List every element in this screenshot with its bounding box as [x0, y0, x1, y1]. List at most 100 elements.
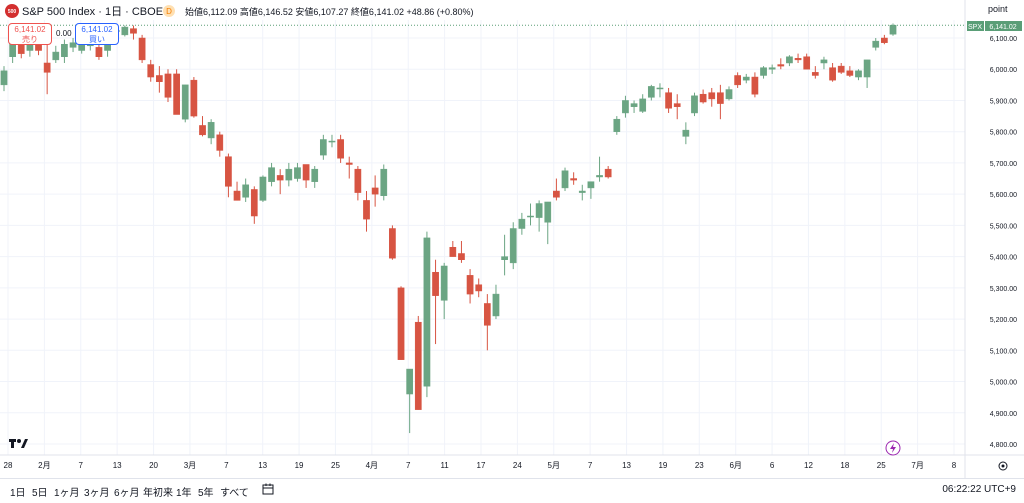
candle-body — [52, 51, 60, 61]
candle-body — [604, 168, 612, 178]
symbol-tag — [967, 21, 984, 31]
candle-body — [423, 237, 431, 387]
candle — [432, 259, 439, 345]
range-all-button[interactable]: すべて — [220, 488, 249, 499]
price-axis[interactable]: 6,100.00 6,000.00 5,900.00 5,800.00 5,700.00… — [990, 36, 1017, 449]
candle — [294, 162, 301, 182]
candle-body — [829, 67, 836, 81]
time-tick-label: 7 — [406, 461, 411, 470]
candle-body — [527, 215, 534, 218]
candle-body — [0, 70, 8, 86]
price-tick-label: 5,500.00 — [990, 223, 1017, 230]
time-tick-label: 13 — [622, 461, 631, 470]
candle-body — [432, 271, 439, 296]
range-5d-button[interactable]: 5日 — [32, 488, 48, 499]
candle — [509, 222, 517, 270]
candle-body — [354, 168, 362, 193]
range-3m-button[interactable]: 3ヶ月 — [84, 488, 110, 499]
candle-body — [570, 178, 578, 181]
candle — [423, 231, 431, 398]
candlestick-chart[interactable]: 6,100.00 6,000.00 5,900.00 5,800.00 5,700.00… — [0, 0, 1024, 478]
candle — [708, 87, 716, 107]
range-1m-button[interactable]: 1ヶ月 — [54, 488, 80, 499]
candle-body — [69, 42, 77, 48]
candle-body — [147, 64, 155, 78]
bottom-toolbar: 1日 5日 1ヶ月 3ヶ月 6ヶ月 年初来 1年 5年 すべて 06:22:22… — [0, 478, 1024, 503]
sell-button[interactable]: 6,141.02 売り — [8, 23, 52, 45]
time-tick-label: 19 — [295, 461, 304, 470]
candle — [656, 83, 664, 98]
candle — [647, 84, 655, 101]
symbol-title[interactable]: S&P 500 Index · 1日 · CBOE — [22, 6, 163, 18]
candle-body — [475, 284, 483, 292]
candle — [156, 66, 163, 93]
range-6m-button[interactable]: 6ヶ月 — [114, 488, 140, 499]
range-1d-button[interactable]: 1日 — [10, 488, 26, 499]
candle-body — [734, 75, 741, 86]
candle-body — [302, 164, 310, 181]
candle-body — [130, 28, 137, 34]
candle-body — [311, 168, 319, 182]
candle-body — [872, 40, 880, 48]
axis-settings-icon[interactable] — [998, 461, 1008, 471]
candle — [613, 116, 621, 135]
tradingview-logo-icon[interactable] — [9, 439, 28, 448]
candle — [302, 164, 310, 188]
candle — [52, 45, 60, 63]
candle-body — [725, 89, 733, 100]
price-tick-label: 6,100.00 — [990, 36, 1017, 43]
candle — [604, 166, 612, 179]
time-tick-label: 13 — [113, 461, 122, 470]
candle-body — [639, 98, 647, 112]
time-tick-label: 7 — [79, 461, 84, 470]
candle-body — [647, 86, 655, 98]
candle-body — [578, 190, 586, 193]
candle — [337, 134, 344, 163]
candle — [751, 72, 759, 98]
range-1y-button[interactable]: 1年 — [176, 488, 192, 499]
candle — [328, 134, 336, 148]
candle-body — [673, 103, 681, 107]
candle — [699, 89, 707, 104]
time-tick-label: 28 — [4, 461, 13, 470]
candle — [786, 55, 793, 67]
candle — [518, 212, 526, 235]
candle-body — [691, 95, 698, 114]
time-tick-label: 20 — [149, 461, 158, 470]
lightning-icon[interactable] — [885, 440, 901, 456]
candle — [820, 56, 828, 70]
candle-body — [61, 43, 68, 57]
time-axis[interactable]: 28 2月 7 13 20 3月 7 13 19 25 4月 7 11 17 24 5月 7 13 19 23 6月 6 1… — [4, 461, 957, 470]
candle-body — [587, 181, 595, 189]
candle — [121, 25, 129, 37]
candle-body — [837, 65, 845, 73]
price-axis-unit[interactable]: point — [988, 4, 1008, 14]
range-5y-button[interactable]: 5年 — [198, 488, 214, 499]
candle-body — [414, 321, 422, 410]
buy-price: 6,141.02 — [81, 25, 113, 34]
time-tick-label: 7月 — [911, 461, 923, 470]
candle-body — [535, 203, 543, 218]
sell-label: 売り — [22, 35, 38, 44]
time-tick-label: 19 — [658, 461, 667, 470]
candle-body — [553, 190, 560, 198]
buy-button[interactable]: 6,141.02 買い — [75, 23, 119, 45]
candle-body — [561, 170, 569, 189]
candle — [233, 181, 241, 201]
delay-badge-icon[interactable] — [163, 5, 175, 17]
candle-body — [380, 168, 388, 196]
time-tick-label: 6 — [770, 461, 775, 470]
candle-body — [164, 73, 172, 98]
calendar-range-icon[interactable] — [262, 483, 274, 495]
clock-readout[interactable]: 06:22:22 UTC+9 — [942, 484, 1016, 495]
candle — [225, 153, 232, 198]
candle — [501, 234, 508, 276]
candle-body — [803, 56, 811, 70]
candle — [665, 87, 672, 113]
candle — [0, 66, 8, 92]
candle-body — [242, 184, 250, 198]
candle-body — [138, 37, 146, 61]
candle-body — [768, 67, 776, 70]
range-ytd-button[interactable]: 年初来 — [143, 488, 173, 499]
